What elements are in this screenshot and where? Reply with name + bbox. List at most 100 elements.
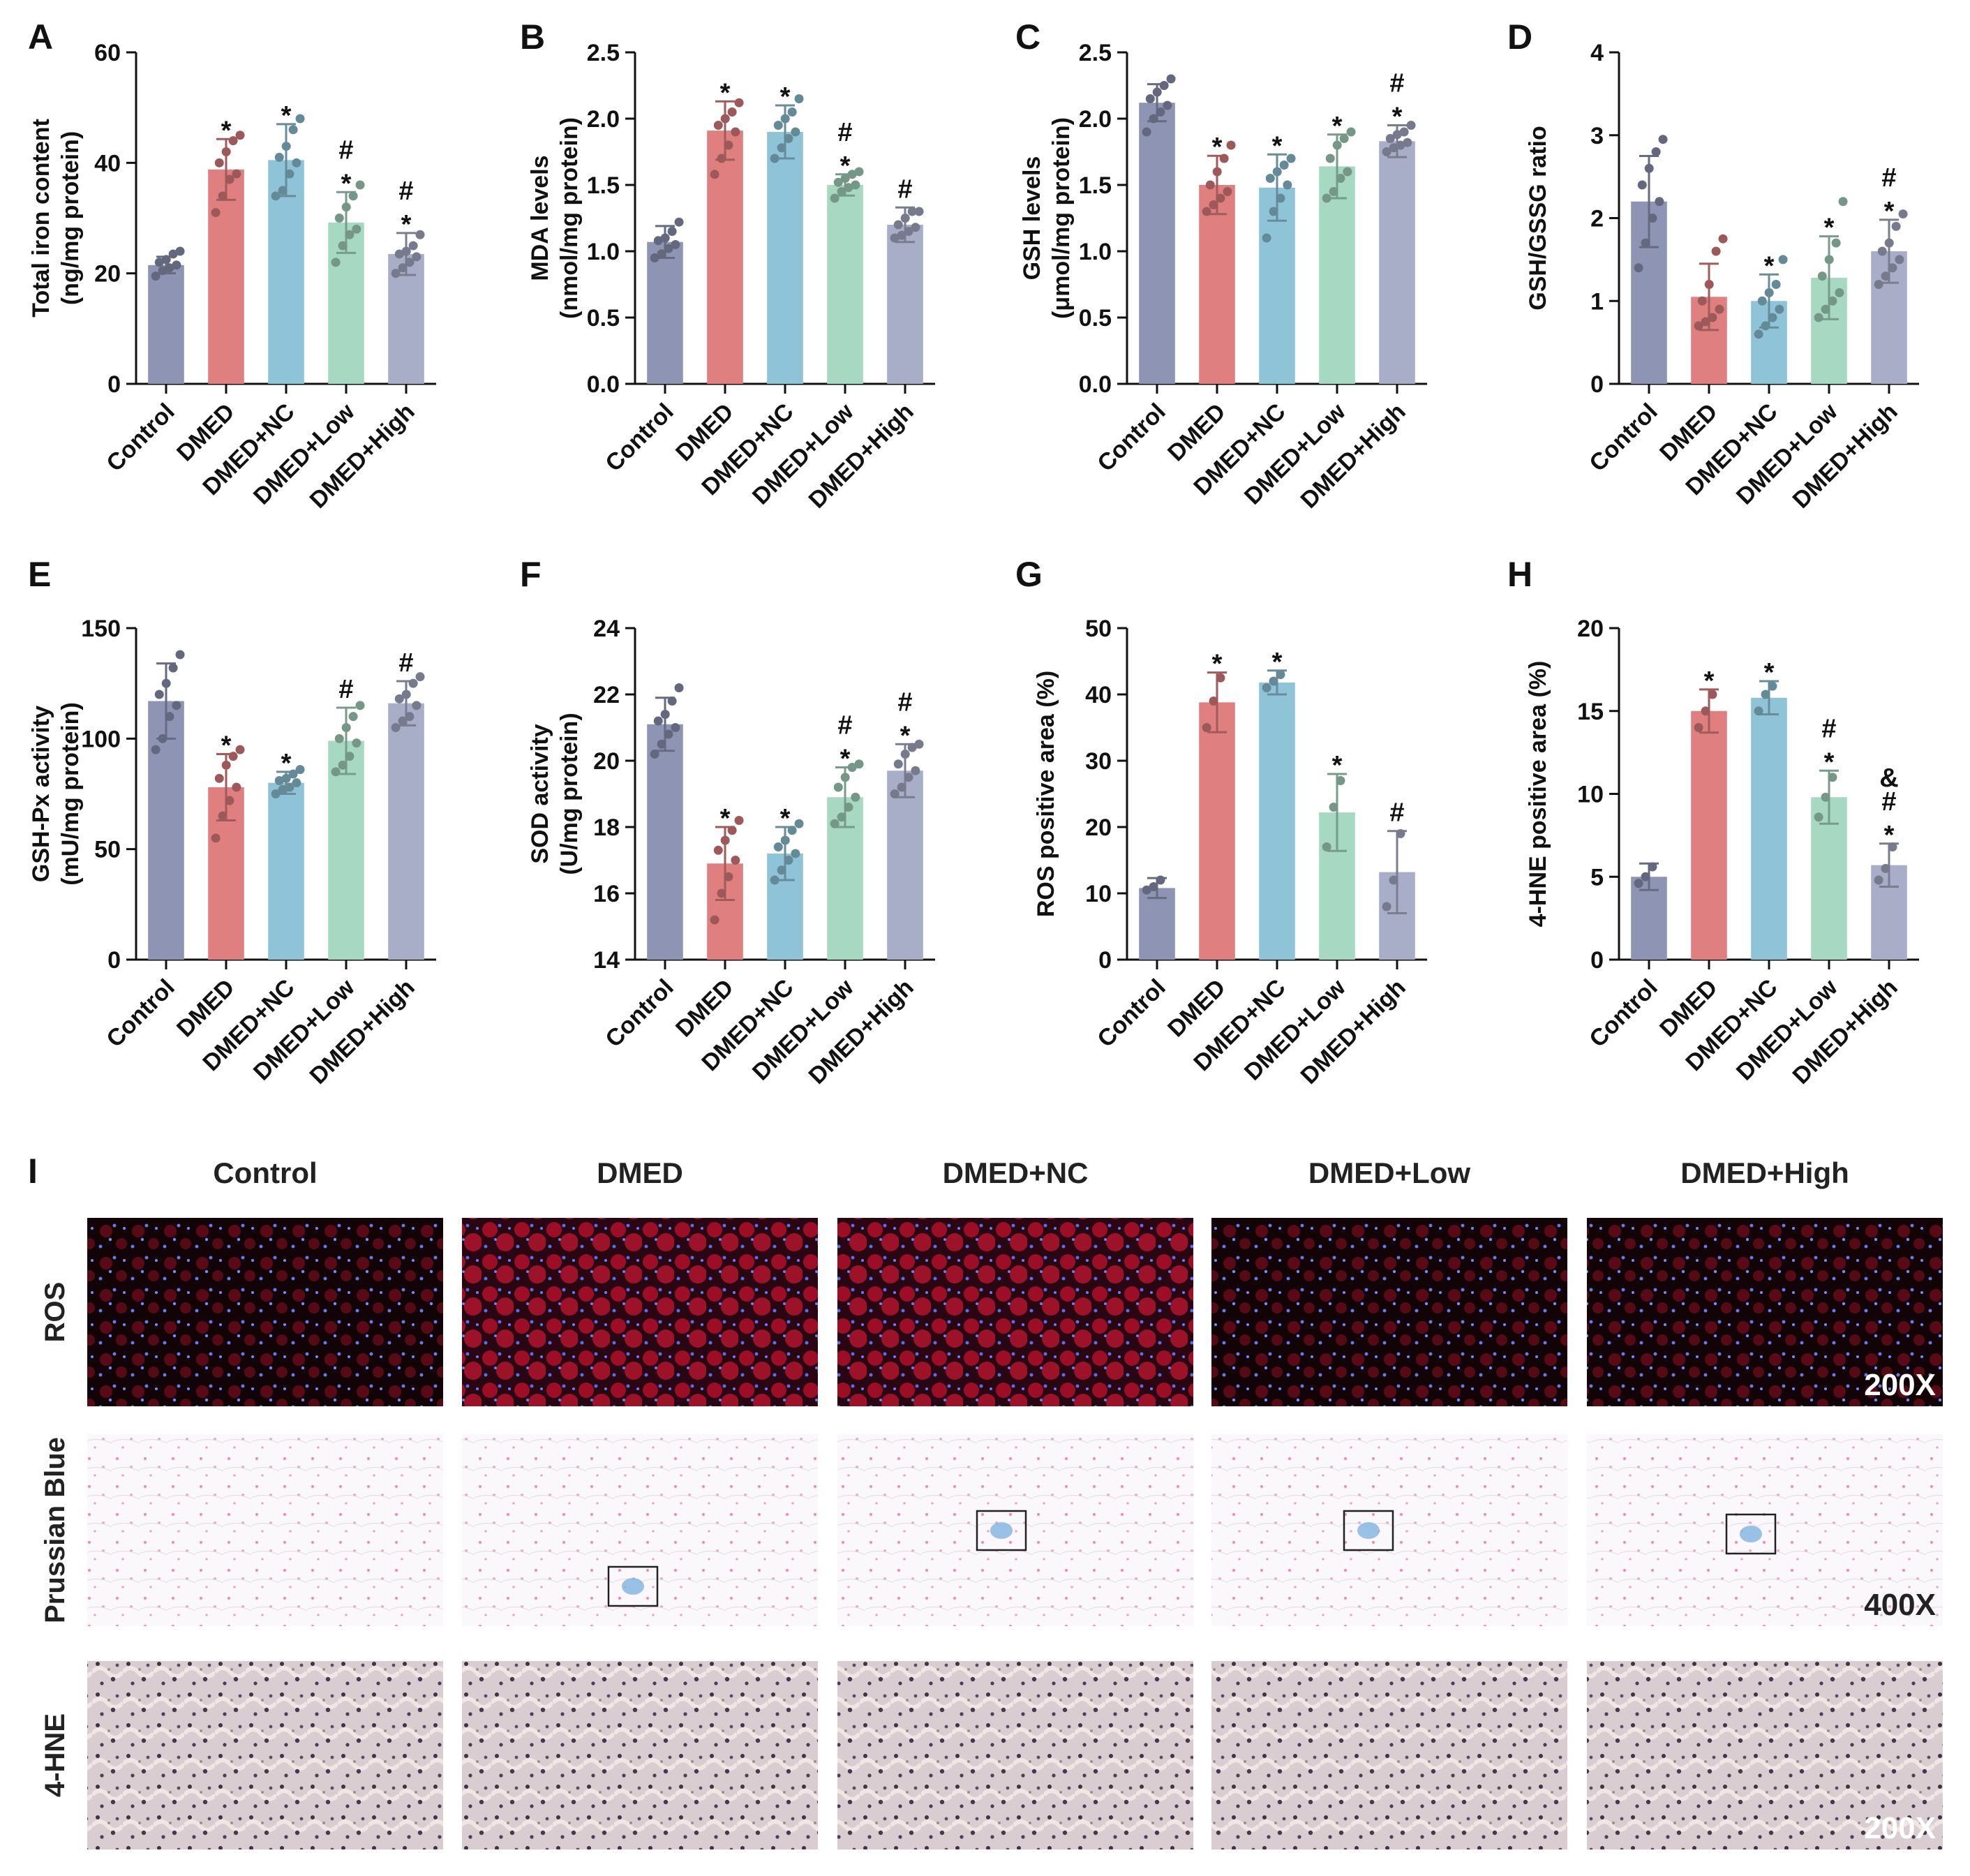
y-tick-label: 2.5 — [1079, 40, 1112, 66]
chart-c: C 0.0 0.5 1.0 1.5 2.0 2.5 GSH levels (μmol/mg pr… — [1015, 17, 1427, 514]
data-point — [218, 191, 227, 201]
data-point — [1824, 255, 1834, 265]
data-point — [405, 258, 415, 267]
data-point — [664, 729, 673, 739]
data-point — [1888, 842, 1897, 851]
bar — [647, 241, 683, 384]
category-label: DMED+High — [804, 974, 919, 1089]
data-point — [904, 773, 913, 782]
data-point — [780, 114, 790, 124]
category-label: Control — [1092, 399, 1170, 477]
data-point — [904, 227, 913, 236]
data-point — [235, 745, 245, 754]
data-point — [288, 125, 298, 135]
y-tick-label: 0 — [1590, 371, 1604, 398]
y-tick-label: 16 — [593, 881, 620, 907]
micrograph-image — [837, 1218, 1193, 1406]
data-point — [408, 241, 418, 251]
bar — [1259, 682, 1295, 960]
data-point — [1761, 321, 1770, 331]
y-axis-title: (μmol/mg protein) — [1048, 117, 1075, 319]
y-axis-title: 4-HNE positive area (%) — [1525, 661, 1551, 928]
category-label: DMED+High — [804, 399, 919, 514]
data-point — [281, 773, 291, 783]
data-point — [1771, 280, 1781, 289]
data-point — [211, 208, 221, 218]
column-header: DMED+High — [1680, 1156, 1849, 1189]
significance-mark: # — [338, 675, 353, 704]
data-point — [1655, 197, 1664, 207]
data-point — [713, 845, 723, 855]
significance-mark: * — [780, 82, 791, 112]
data-point — [401, 246, 411, 256]
y-tick-label: 150 — [81, 616, 121, 642]
data-point — [154, 690, 164, 699]
data-point — [158, 266, 167, 276]
bar — [887, 225, 923, 384]
significance-mark: * — [780, 804, 791, 833]
data-point — [1339, 134, 1349, 143]
data-point — [172, 260, 181, 270]
y-axis-title: (ng/mg protein) — [57, 131, 84, 305]
micrograph-image — [1211, 1661, 1567, 1849]
data-point — [717, 888, 726, 898]
data-point — [394, 249, 404, 259]
data-point — [890, 789, 900, 798]
data-point — [1329, 187, 1338, 196]
y-tick-label: 30 — [1085, 748, 1112, 775]
significance-mark: * — [221, 116, 232, 145]
data-point — [787, 107, 797, 117]
data-point — [734, 816, 744, 825]
panel-letter: D — [1507, 17, 1532, 57]
y-tick-label: 10 — [1577, 782, 1604, 808]
y-tick-label: 40 — [1085, 682, 1112, 708]
data-point — [731, 127, 740, 137]
bar — [647, 724, 683, 960]
data-point — [348, 712, 358, 722]
data-point — [1269, 676, 1278, 686]
data-point — [1701, 317, 1710, 327]
y-tick-label: 20 — [1085, 814, 1112, 841]
data-point — [292, 158, 301, 168]
data-point — [405, 712, 415, 722]
data-point — [1838, 197, 1848, 207]
panel-letter: B — [520, 17, 545, 57]
significance-mark: * — [840, 745, 851, 774]
data-point — [398, 716, 408, 726]
data-point — [1392, 130, 1402, 140]
micrograph-image — [837, 1434, 1193, 1626]
data-point — [391, 269, 401, 278]
data-point — [232, 782, 241, 792]
data-point — [1223, 187, 1232, 196]
data-point — [1406, 121, 1416, 130]
data-point — [731, 856, 740, 865]
data-point — [710, 170, 719, 179]
significance-mark: * — [281, 101, 292, 131]
data-point — [660, 710, 670, 719]
y-axis-title: SOD activity — [527, 724, 553, 863]
category-label: DMED+High — [305, 974, 420, 1089]
data-point — [911, 766, 920, 775]
iron-deposit — [622, 1578, 644, 1595]
significance-mark: * — [1704, 667, 1715, 696]
data-point — [232, 169, 241, 179]
y-tick-label: 0 — [107, 371, 121, 398]
data-point — [1325, 154, 1335, 163]
micrograph-image — [1211, 1218, 1567, 1406]
data-point — [1814, 313, 1823, 322]
data-point — [334, 214, 344, 223]
significance-mark: # — [398, 648, 413, 678]
data-point — [235, 131, 245, 140]
data-point — [1152, 87, 1162, 97]
data-point — [1694, 723, 1703, 732]
data-point — [1389, 143, 1398, 153]
data-point — [394, 694, 404, 704]
data-point — [1775, 304, 1784, 314]
data-point — [844, 803, 853, 812]
y-axis-title: (mU/mg protein) — [57, 702, 84, 886]
data-point — [292, 778, 301, 788]
micrograph-grid: I Control DMED DMED+NC DMED+Low DMED+High ROS 2… — [28, 1152, 1943, 1849]
data-point — [412, 701, 421, 710]
data-point — [1715, 304, 1724, 314]
